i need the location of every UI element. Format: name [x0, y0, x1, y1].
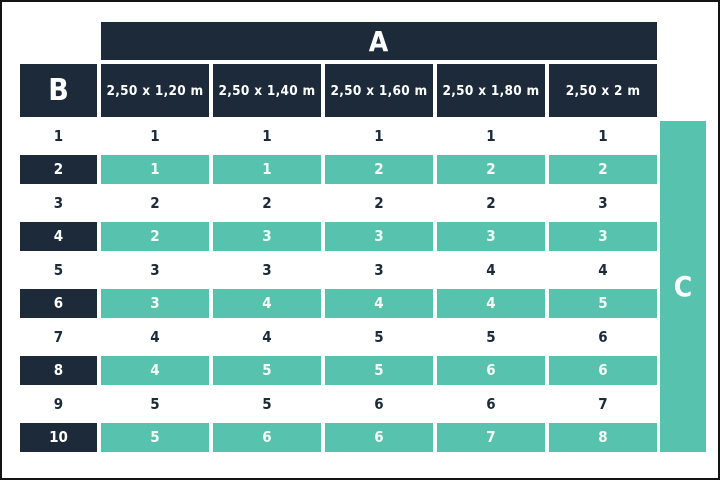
value-cell: 3: [325, 221, 433, 251]
row-label: 2: [20, 154, 97, 184]
value-cell: 3: [374, 260, 384, 279]
value-cell: 6: [486, 394, 496, 413]
table-row: 9 5 5 6 6 7: [20, 389, 657, 419]
value-cell: 2: [437, 154, 545, 184]
value-cell: 5: [101, 422, 209, 452]
value-cell: 5: [549, 288, 657, 318]
value-cell: 2: [549, 154, 657, 184]
row-label: 9: [53, 394, 64, 413]
value-cell: 2: [150, 193, 160, 212]
value-cell: 2: [101, 221, 209, 251]
row-group-header-b: B: [20, 64, 97, 117]
row-label: 1: [53, 126, 64, 145]
value-cell: 3: [437, 221, 545, 251]
table-row: 5 3 3 3 4 4: [20, 255, 657, 285]
value-cell: 2: [325, 154, 433, 184]
value-cell: 6: [325, 422, 433, 452]
column-header: 2,50 x 1,20 m: [101, 64, 209, 117]
row-label: 4: [20, 221, 97, 251]
value-cell: 5: [325, 355, 433, 385]
value-cell: 6: [549, 355, 657, 385]
value-cell: 4: [150, 327, 160, 346]
right-side-label: C: [673, 270, 693, 303]
value-cell: 1: [374, 126, 384, 145]
value-cell: 6: [598, 327, 608, 346]
value-cell: 5: [213, 355, 321, 385]
value-cell: 1: [101, 154, 209, 184]
value-cell: 3: [101, 288, 209, 318]
value-cell: 1: [150, 126, 160, 145]
column-headers-row: B 2,50 x 1,20 m 2,50 x 1,40 m 2,50 x 1,60 …: [20, 64, 657, 117]
value-cell: 3: [549, 221, 657, 251]
row-label: 10: [20, 422, 97, 452]
value-cell: 4: [437, 288, 545, 318]
row-label: 3: [53, 193, 64, 212]
value-cell: 3: [598, 193, 608, 212]
value-cell: 6: [213, 422, 321, 452]
table-row: 3 2 2 2 2 3: [20, 188, 657, 218]
value-cell: 4: [101, 355, 209, 385]
row-label: 7: [53, 327, 64, 346]
value-cell: 2: [486, 193, 496, 212]
table-row: 10 5 6 6 7 8: [20, 422, 657, 452]
column-header: 2,50 x 1,80 m: [437, 64, 545, 117]
value-cell: 1: [213, 154, 321, 184]
value-cell: 5: [262, 394, 272, 413]
value-cell: 4: [598, 260, 608, 279]
value-cell: 6: [437, 355, 545, 385]
value-cell: 4: [213, 288, 321, 318]
value-cell: 6: [374, 394, 384, 413]
value-cell: 4: [262, 327, 272, 346]
value-cell: 3: [150, 260, 160, 279]
column-group-label: A: [368, 24, 390, 58]
value-cell: 5: [374, 327, 384, 346]
column-header: 2,50 x 1,40 m: [213, 64, 321, 117]
value-cell: 7: [598, 394, 608, 413]
value-cell: 3: [262, 260, 272, 279]
value-cell: 5: [486, 327, 496, 346]
value-cell: 4: [325, 288, 433, 318]
value-cell: 1: [598, 126, 608, 145]
value-cell: 4: [486, 260, 496, 279]
value-cell: 5: [150, 394, 160, 413]
table-row: 7 4 4 5 5 6: [20, 322, 657, 352]
value-cell: 1: [486, 126, 496, 145]
row-label: 6: [20, 288, 97, 318]
value-cell: 7: [437, 422, 545, 452]
table-row: 1 1 1 1 1 1: [20, 121, 657, 151]
value-cell: 1: [262, 126, 272, 145]
row-label: 8: [20, 355, 97, 385]
value-cell: 2: [374, 193, 384, 212]
column-header: 2,50 x 1,60 m: [325, 64, 433, 117]
value-cell: 8: [549, 422, 657, 452]
right-side-bar-c: C: [660, 121, 706, 452]
value-cell: 2: [262, 193, 272, 212]
column-group-header-a: A: [101, 22, 657, 60]
column-header: 2,50 x 2 m: [549, 64, 657, 117]
value-cell: 3: [213, 221, 321, 251]
row-label: 5: [53, 260, 64, 279]
